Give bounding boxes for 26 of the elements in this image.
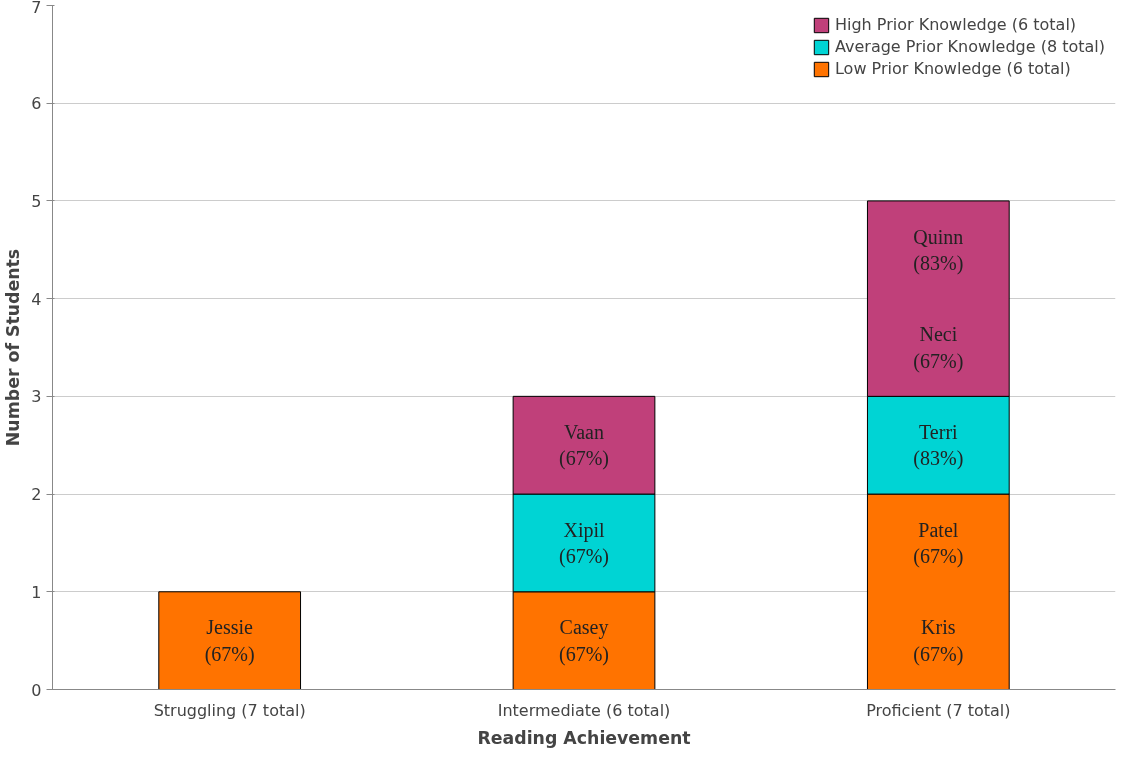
annotation: Vaan (67%): [559, 421, 609, 471]
annotation: Xipil (67%): [559, 518, 609, 569]
y-tick-label: 3: [31, 387, 42, 407]
legend-label: High Prior Knowledge (6 total): [834, 15, 1077, 34]
y-axis-title: Number of Students: [3, 248, 24, 447]
legend-label: Average Prior Knowledge (8 total): [834, 37, 1105, 56]
y-tick-label: 6: [31, 94, 42, 114]
y-tick-label: 5: [31, 191, 42, 211]
x-tick-label: Intermediate (6 total): [497, 700, 671, 720]
y-tick-label: 2: [31, 485, 42, 505]
legend-label: Low Prior Knowledge (6 total): [834, 59, 1071, 78]
y-tick-label: 7: [31, 0, 42, 17]
annotation: Casey (67%): [559, 616, 609, 666]
x-axis-title: Reading Achievement: [477, 727, 691, 748]
y-tick-label: 0: [31, 680, 42, 700]
bar: [158, 591, 302, 690]
annotation: Kris (67%): [913, 616, 964, 666]
annotation: Neci (67%): [913, 323, 964, 373]
y-tick-label: 4: [31, 289, 42, 309]
annotation: Patel (67%): [913, 518, 964, 569]
annotation: Quinn (83%): [913, 225, 964, 275]
x-tick-label: Struggling (7 total): [153, 700, 306, 720]
annotation: Jessie (67%): [204, 616, 255, 666]
annotation: Terri (83%): [913, 421, 964, 471]
y-tick-label: 1: [31, 582, 42, 602]
x-tick-label: Proficient (7 total): [866, 700, 1011, 720]
